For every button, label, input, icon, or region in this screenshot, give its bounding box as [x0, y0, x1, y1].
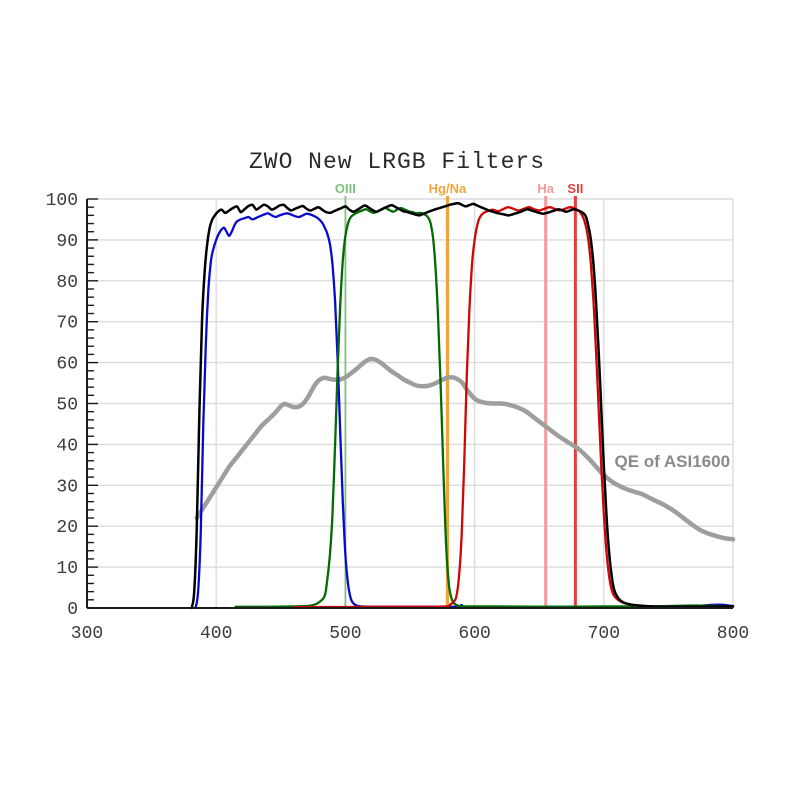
qe-annotation-label: QE of ASI1600 [614, 452, 730, 471]
axis-layer [86, 198, 733, 609]
y-tick-label: 30 [56, 477, 78, 497]
x-tick-label: 800 [717, 624, 749, 644]
x-tick-label: 600 [458, 624, 490, 644]
series-layer [190, 201, 736, 610]
y-tick-label: 10 [56, 559, 78, 579]
tick-label-layer: OIII Hg/Na Ha SII 0 10 20 30 40 50 60 70 80 90 100 300 4… [46, 181, 750, 644]
y-tick-label: 50 [56, 396, 78, 416]
y-tick-label: 90 [56, 232, 78, 252]
x-tick-label: 500 [329, 624, 361, 644]
ref-line-label-ha: Ha [537, 181, 554, 196]
y-tick-label: 80 [56, 273, 78, 293]
y-tick-label: 0 [67, 600, 78, 620]
y-tick-label: 60 [56, 355, 78, 375]
ref-line-label-sii: SII [567, 181, 583, 196]
y-tick-label: 40 [56, 436, 78, 456]
x-tick-label: 400 [200, 624, 232, 644]
series-qe-of-asi1600 [194, 356, 736, 542]
x-tick-label: 700 [588, 624, 620, 644]
x-tick-label: 300 [71, 624, 103, 644]
ref-line-label-oiii: OIII [335, 181, 356, 196]
series-l-filter [190, 201, 735, 610]
grid-layer [87, 198, 734, 608]
chart-title: ZWO New LRGB Filters [249, 149, 545, 175]
y-tick-label: 70 [56, 314, 78, 334]
series-g-filter [234, 206, 735, 608]
y-tick-label: 20 [56, 518, 78, 538]
ref-line-label-hgna: Hg/Na [429, 181, 467, 196]
series-r-filter [292, 206, 735, 609]
y-tick-label: 100 [46, 191, 78, 211]
